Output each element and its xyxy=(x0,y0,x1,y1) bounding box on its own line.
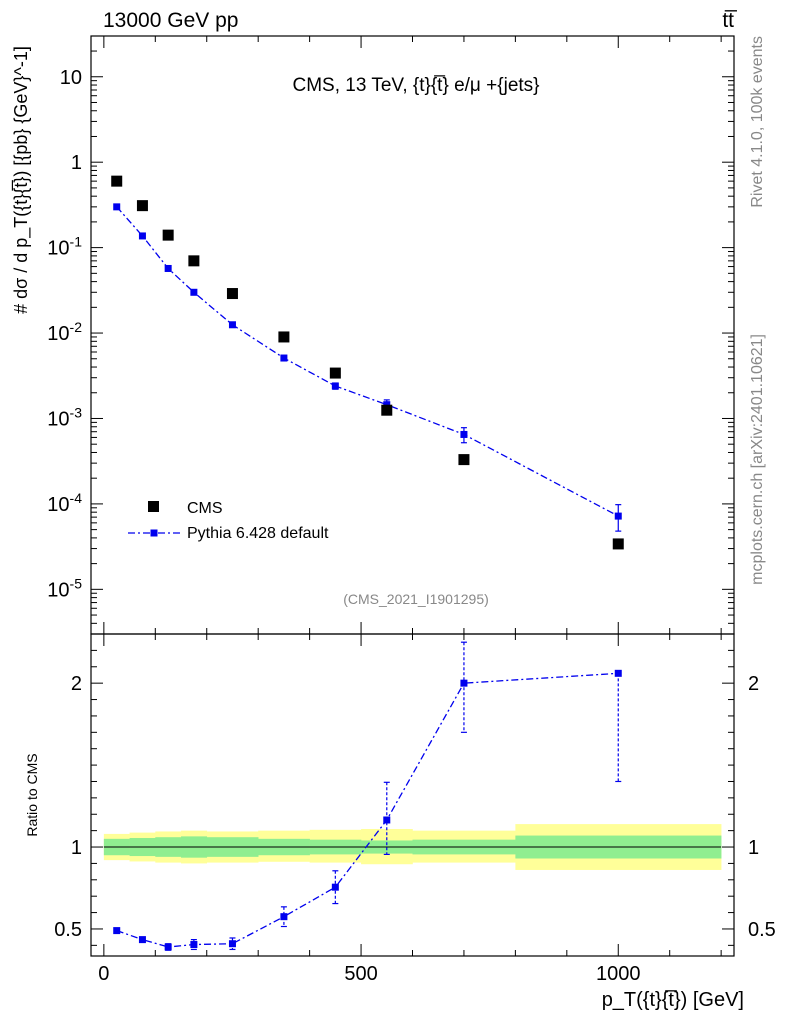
cms-point xyxy=(136,200,148,212)
pythia-point xyxy=(113,203,121,211)
main-plot-content xyxy=(111,175,624,550)
main-title: CMS, 13 TeV, {t}{t̅} e/μ +{jets} xyxy=(292,75,539,96)
ratio-y-tick-label-left: 2 xyxy=(71,673,82,695)
ratio-y-axis-label: Ratio to CMS xyxy=(24,753,40,836)
ratio-frame xyxy=(90,633,735,957)
main-frame xyxy=(90,35,735,635)
x-axis-label: p_T({t}{t̅}) [GeV] xyxy=(602,989,744,1011)
cms-point xyxy=(162,229,174,241)
cms-point xyxy=(381,404,393,416)
main-y-tick-label: 10-1 xyxy=(47,234,82,260)
pythia-point xyxy=(383,401,391,409)
cms-point xyxy=(612,538,624,550)
main-y-tick-label: 1 xyxy=(71,152,82,174)
ratio-point xyxy=(614,669,622,677)
cms-point xyxy=(111,175,123,187)
pythia-point xyxy=(164,264,172,272)
ratio-plot-content xyxy=(103,641,722,951)
x-tick-label: 500 xyxy=(344,963,377,985)
ratio-point xyxy=(113,927,121,935)
main-y-tick-label: 10 xyxy=(60,67,82,89)
legend-label-cms: CMS xyxy=(187,500,223,517)
main-y-axis-label: # dσ / d p_T({t}{t̅}) [{pb} {GeV}^-1] xyxy=(11,46,32,314)
ratio-y-tick-label-right: 0.5 xyxy=(748,919,776,941)
legend: CMS Pythia 6.428 default xyxy=(128,500,329,542)
ratio-point xyxy=(383,816,391,824)
ratio-point xyxy=(331,883,339,891)
legend-marker-pythia xyxy=(150,529,158,537)
ratio-axes: 0.5 0.5 1 1 2 2 0 500 1000 xyxy=(54,634,776,985)
pythia-point xyxy=(190,288,198,296)
ratio-series-line xyxy=(116,672,619,948)
ratio-point xyxy=(228,940,236,948)
ratio-point xyxy=(460,679,468,687)
pythia-point xyxy=(138,232,146,240)
main-y-tick-label: 10-4 xyxy=(47,490,82,516)
cms-point xyxy=(278,331,290,343)
mcplots-label: mcplots.cern.ch [arXiv:2401.10621] xyxy=(749,334,766,585)
x-tick-label: 1000 xyxy=(596,963,641,985)
pythia-point xyxy=(228,321,236,329)
pythia-point xyxy=(331,382,339,390)
cms-point xyxy=(329,367,341,379)
ratio-point xyxy=(190,941,198,949)
legend-marker-cms xyxy=(148,501,159,512)
pythia-point xyxy=(280,354,288,362)
ratio-y-tick-label-left: 1 xyxy=(71,837,82,859)
ratio-point xyxy=(164,943,172,951)
process-label: tt̅ xyxy=(722,9,738,32)
cms-point xyxy=(188,255,200,267)
ratio-y-tick-label-left: 0.5 xyxy=(54,919,82,941)
ratio-point xyxy=(138,936,146,944)
main-panel: 10 1 10-1 10-2 10-3 10-4 10-5 CMS, 13 TeV, {t}… xyxy=(11,35,735,635)
main-y-tick-label: 10-5 xyxy=(47,575,82,601)
ratio-point xyxy=(280,913,288,921)
energy-label: 13000 GeV pp xyxy=(103,9,238,32)
main-axes: 10 1 10-1 10-2 10-3 10-4 10-5 xyxy=(47,35,734,635)
ratio-panel: 0.5 0.5 1 1 2 2 0 500 1000 Ratio to CMS p_T({t}{… xyxy=(24,633,776,1011)
x-tick-label: 0 xyxy=(98,963,109,985)
cms-point xyxy=(226,288,238,300)
analysis-id: (CMS_2021_I1901295) xyxy=(343,591,489,607)
rivet-label: Rivet 4.1.0, 100k events xyxy=(749,36,766,208)
legend-label-pythia: Pythia 6.428 default xyxy=(187,525,329,542)
cms-point xyxy=(458,454,470,466)
main-y-tick-label: 10-3 xyxy=(47,404,82,430)
ratio-y-tick-label-right: 2 xyxy=(748,673,759,695)
main-y-tick-label: 10-2 xyxy=(47,319,82,345)
pythia-series-line xyxy=(116,206,619,517)
pythia-point xyxy=(460,430,468,438)
pythia-point xyxy=(614,512,622,520)
ratio-y-tick-label-right: 1 xyxy=(748,837,759,859)
